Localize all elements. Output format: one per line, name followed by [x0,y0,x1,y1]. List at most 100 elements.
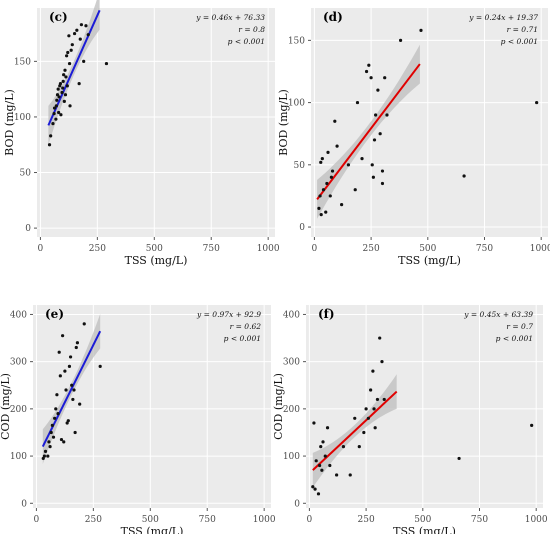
correlation-coefficient: r = 0.62 [230,322,262,331]
data-point [346,163,351,167]
data-point [61,86,65,90]
data-point [43,449,48,453]
data-point [372,138,377,142]
data-point [320,468,324,472]
data-point [329,175,334,179]
data-point [457,456,461,461]
data-point [64,388,68,392]
data-point [78,37,82,41]
data-point [57,110,61,115]
data-point [49,134,53,138]
y-tick-label: 100 [283,452,300,462]
data-point [61,334,65,338]
data-point [57,350,61,354]
data-point [68,355,73,359]
data-point [70,43,74,47]
data-point [66,50,70,55]
data-point [419,28,423,33]
data-point [63,93,68,97]
y-tick-label: 0 [299,223,305,233]
x-tick-label: 0 [38,244,44,254]
data-point [328,194,332,198]
data-point [321,188,326,192]
data-point [385,113,389,117]
y-tick-label: 150 [288,36,305,46]
data-point [314,459,318,463]
regression-equation: y = 0.24x + 19.37 [468,13,538,22]
x-tick-label: 500 [146,244,163,254]
data-point [319,160,323,164]
data-point [77,81,81,86]
data-point [66,419,70,423]
data-point [380,181,385,186]
y-tick-label: 200 [283,405,300,415]
x-tick-label: 750 [476,244,493,254]
x-tick-label: 1000 [257,244,280,254]
data-point [51,435,56,439]
correlation-coefficient: r = 0.7 [506,322,533,331]
data-point [380,169,385,173]
y-tick-label: 150 [14,57,31,67]
data-point [60,90,64,95]
data-point [374,113,378,117]
data-point [75,341,80,345]
data-point [48,445,52,449]
data-point [357,445,361,449]
data-point [530,423,534,427]
y-tick-label: 50 [20,169,32,179]
data-point [52,112,56,116]
data-point [86,33,90,37]
data-point [335,473,339,477]
data-point [52,106,57,110]
data-point [375,397,380,402]
data-point [367,63,371,67]
y-tick-label: 50 [294,161,306,171]
data-point [47,440,51,444]
data-point [341,445,346,449]
p-value: p < 0.001 [501,37,538,46]
data-point [53,416,57,420]
x-tick-label: 0 [312,244,318,254]
data-point [98,364,102,368]
data-point [371,369,375,373]
data-point [63,369,67,373]
data-point [398,38,403,42]
y-axis-label: BOD (mg/L) [3,89,16,156]
data-point [62,440,66,444]
data-point [326,150,330,154]
data-point [55,93,60,97]
data-point [360,156,364,161]
x-tick-label: 250 [358,515,375,525]
data-point [378,132,382,136]
data-point [369,388,373,392]
data-point [370,163,374,167]
chart-panel-2: 0 250 500 750 1000 0 50 100 150 TSS (mg/L) BOD (mg… [277,8,550,267]
data-point [319,445,323,449]
data-point [335,144,339,148]
data-point [371,175,375,179]
data-point [71,397,75,402]
data-point [355,100,360,105]
panel-letter: (e) [45,307,64,321]
data-point [318,194,322,198]
data-point [54,104,58,108]
data-point [59,113,63,117]
regression-equation: y = 0.97x + 92.9 [196,310,261,319]
data-point [63,68,67,72]
data-point [84,24,88,28]
data-point [348,473,352,477]
data-point [50,423,54,427]
data-point [65,84,69,88]
data-point [313,487,317,491]
regression-line [41,330,102,448]
data-point [75,28,79,32]
panel-letter: (f) [318,307,335,321]
y-tick-label: 100 [10,452,27,462]
confidence-band [48,0,100,145]
p-value: p < 0.001 [496,334,533,343]
data-point [318,463,322,468]
correlation-coefficient: r = 0.8 [238,25,265,34]
chart-panel-3: 0 250 500 750 1000 0 100 200 300 400 TSS (mg/L) COD… [0,305,276,534]
chart-panel-1: 0 250 500 750 1000 0 50 100 150 TSS (mg/L) BOD (mg… [3,0,280,267]
